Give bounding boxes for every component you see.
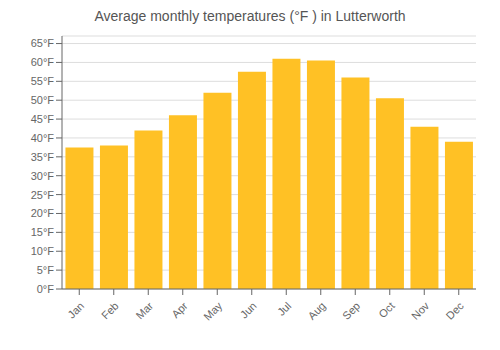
svg-text:55°F: 55°F [31,75,55,87]
svg-text:65°F: 65°F [31,37,55,49]
svg-text:15°F: 15°F [31,226,55,238]
svg-text:May: May [201,299,225,323]
svg-text:Jul: Jul [275,300,293,318]
svg-text:Apr: Apr [169,299,190,320]
svg-text:5°F: 5°F [37,264,55,276]
svg-text:60°F: 60°F [31,56,55,68]
svg-text:30°F: 30°F [31,170,55,182]
svg-text:10°F: 10°F [31,245,55,257]
svg-text:35°F: 35°F [31,151,55,163]
svg-text:40°F: 40°F [31,132,55,144]
svg-text:Nov: Nov [409,299,432,322]
svg-text:Jun: Jun [238,300,259,321]
svg-text:Dec: Dec [444,299,467,322]
svg-text:45°F: 45°F [31,113,55,125]
html-text:Average monthly temperatures (: Average monthly temperatures (°F ) in Lu… [94,8,406,24]
svg-text:20°F: 20°F [31,207,55,219]
svg-text:Feb: Feb [99,300,121,322]
svg-text:25°F: 25°F [31,189,55,201]
svg-text:50°F: 50°F [31,94,55,106]
svg-text:Oct: Oct [376,300,397,321]
svg-text:0°F: 0°F [37,283,55,295]
svg-text:Sep: Sep [340,300,362,322]
svg-text:Jan: Jan [65,300,86,321]
svg-text:Mar: Mar [133,299,155,321]
svg-text:Aug: Aug [305,300,327,322]
